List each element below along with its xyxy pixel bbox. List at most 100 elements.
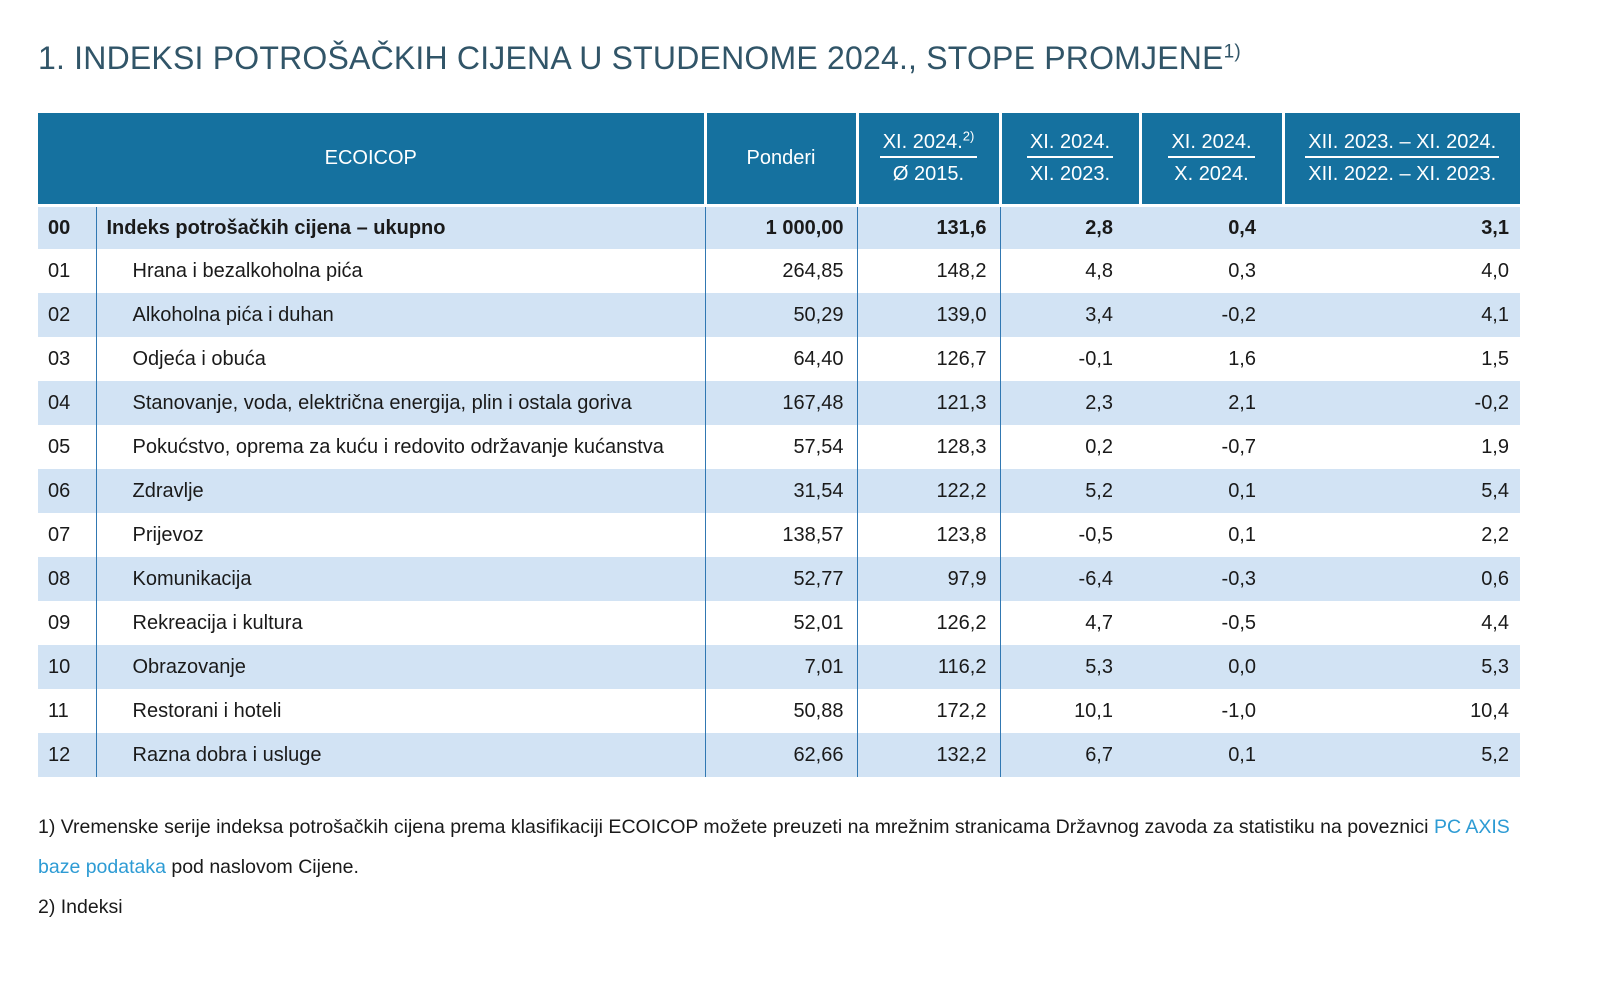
row-rate-period: 10,4 [1470, 700, 1509, 722]
row-index-2015: 139,0 [856, 293, 1000, 337]
table-row: 05 Pokućstvo, oprema za kuću i redovito … [38, 425, 1520, 469]
row-rate-mom: 0,1 [1228, 744, 1256, 766]
row-index-2015: 148,2 [856, 249, 1000, 293]
row-ponderi: 57,54 [704, 425, 857, 469]
row-rate-yoy: 3,4 [999, 293, 1140, 337]
row-ponderi: 138,57 [704, 513, 857, 557]
header-ponderi: Ponderi [703, 113, 857, 207]
row-code: 09 [48, 612, 71, 634]
row-rate-period: 1,5 [1481, 348, 1509, 370]
header-period-avg-denominator: XII. 2022. – XI. 2023. [1308, 163, 1497, 186]
row-rate-period: 3,1 [1481, 216, 1509, 239]
footnote-1: 1) Vremenske serije indeksa potrošačkih … [38, 807, 1538, 887]
row-rate-mom: 0,3 [1228, 260, 1256, 282]
table-row: 12 Razna dobra i usluge 62,66 132,2 6,7 … [38, 733, 1520, 777]
row-rate-mom: 0,0 [1228, 656, 1256, 678]
table-row: 11 Restorani i hoteli 50,88 172,2 10,1 -… [38, 689, 1520, 733]
row-rate-period: 0,6 [1481, 568, 1509, 590]
pc-axis-link[interactable]: PC AXIS baze podataka [38, 816, 1510, 878]
header-ecoicop: ECOICOP [38, 113, 705, 207]
page-title-footnote-marker: 1) [1223, 41, 1241, 63]
row-rate-mom: 0,1 [1228, 480, 1256, 502]
row-ponderi: 264,85 [704, 249, 857, 293]
table-row: 04 Stanovanje, voda, električna energija… [38, 381, 1520, 425]
header-mom-denominator: X. 2024. [1174, 163, 1249, 186]
footnote-1-tail: pod naslovom Cijene. [165, 856, 359, 878]
page: 1. INDEKSI POTROŠAČKIH CIJENA U STUDENOM… [38, 40, 1560, 927]
row-index-2015: 126,7 [856, 337, 1000, 381]
header-index-2015: XI. 2024.2) Ø 2015. [855, 113, 1000, 207]
header-yoy-denominator: XI. 2023. [1029, 163, 1111, 186]
header-index-2015-numerator: XI. 2024.2) [879, 130, 978, 159]
row-code: 08 [48, 568, 71, 590]
row-name: Stanovanje, voda, električna energija, p… [95, 381, 705, 425]
row-ponderi: 7,01 [704, 645, 857, 689]
row-name: Razna dobra i usluge [95, 733, 705, 777]
row-rate-mom: 1,6 [1228, 348, 1256, 370]
row-ponderi: 62,66 [704, 733, 857, 777]
row-rate-period: 5,3 [1481, 656, 1509, 678]
table-row: 09 Rekreacija i kultura 52,01 126,2 4,7 … [38, 601, 1520, 645]
row-rate-mom: -0,3 [1221, 568, 1256, 590]
header-yoy-numerator: XI. 2024. [1026, 132, 1114, 159]
row-code: 12 [48, 744, 71, 766]
table-row: 01 Hrana i bezalkoholna pića 264,85 148,… [38, 249, 1520, 293]
row-index-2015: 97,9 [856, 557, 1000, 601]
header-mom: XI. 2024. X. 2024. [1138, 113, 1283, 207]
row-code: 02 [48, 304, 71, 326]
row-index-2015: 123,8 [856, 513, 1000, 557]
row-code: 07 [48, 524, 71, 546]
row-name: Indeks potrošačkih cijena – ukupno [95, 205, 705, 249]
table-row: 08 Komunikacija 52,77 97,9 -6,4 -0,3 0,6 [38, 557, 1520, 601]
row-rate-mom: 0,1 [1228, 524, 1256, 546]
row-index-2015: 131,6 [856, 205, 1000, 249]
row-ponderi: 1 000,00 [704, 205, 857, 249]
row-name: Restorani i hoteli [95, 689, 705, 733]
row-ponderi: 50,29 [704, 293, 857, 337]
row-ponderi: 52,77 [704, 557, 857, 601]
table-body: 00 Indeks potrošačkih cijena – ukupno 1 … [38, 205, 1520, 777]
row-ponderi: 64,40 [704, 337, 857, 381]
row-ponderi: 31,54 [704, 469, 857, 513]
row-code: 11 [48, 700, 69, 722]
row-name: Hrana i bezalkoholna pića [95, 249, 705, 293]
row-rate-yoy: 10,1 [999, 689, 1140, 733]
row-name: Odjeća i obuća [95, 337, 705, 381]
row-rate-mom: 0,4 [1228, 216, 1256, 239]
row-code: 10 [48, 656, 71, 678]
row-rate-period: 4,1 [1481, 304, 1509, 326]
row-name: Prijevoz [95, 513, 705, 557]
row-ponderi: 52,01 [704, 601, 857, 645]
header-period-avg-numerator: XII. 2023. – XI. 2024. [1305, 132, 1500, 159]
row-rate-yoy: 5,3 [999, 645, 1140, 689]
row-name: Rekreacija i kultura [95, 601, 705, 645]
row-code: 06 [48, 480, 71, 502]
table-row: 03 Odjeća i obuća 64,40 126,7 -0,1 1,6 1… [38, 337, 1520, 381]
row-index-2015: 172,2 [856, 689, 1000, 733]
row-rate-yoy: 5,2 [999, 469, 1140, 513]
row-name: Zdravlje [95, 469, 705, 513]
header-yoy: XI. 2024. XI. 2023. [998, 113, 1140, 207]
row-index-2015: 132,2 [856, 733, 1000, 777]
table-row: 06 Zdravlje 31,54 122,2 5,2 0,1 5,4 [38, 469, 1520, 513]
row-rate-mom: -0,5 [1221, 612, 1256, 634]
row-index-2015: 122,2 [856, 469, 1000, 513]
row-rate-period: 4,4 [1481, 612, 1509, 634]
header-index-2015-denominator: Ø 2015. [892, 163, 965, 186]
row-rate-yoy: -0,1 [999, 337, 1140, 381]
page-title: 1. INDEKSI POTROŠAČKIH CIJENA U STUDENOM… [38, 40, 1560, 77]
row-rate-period: 1,9 [1481, 436, 1509, 458]
table-row-total: 00 Indeks potrošačkih cijena – ukupno 1 … [38, 205, 1520, 249]
row-code: 03 [48, 348, 71, 370]
row-ponderi: 50,88 [704, 689, 857, 733]
row-rate-period: 4,0 [1481, 260, 1509, 282]
row-rate-mom: 2,1 [1228, 392, 1256, 414]
header-period-avg: XII. 2023. – XI. 2024. XII. 2022. – XI. … [1281, 113, 1520, 207]
row-code: 05 [48, 436, 71, 458]
table-row: 07 Prijevoz 138,57 123,8 -0,5 0,1 2,2 [38, 513, 1520, 557]
row-rate-period: 2,2 [1481, 524, 1509, 546]
page-title-text: 1. INDEKSI POTROŠAČKIH CIJENA U STUDENOM… [38, 40, 1224, 76]
footnotes: 1) Vremenske serije indeksa potrošačkih … [38, 807, 1538, 927]
row-name: Alkoholna pića i duhan [95, 293, 705, 337]
cpi-table: ECOICOP Ponderi XI. 2024.2) Ø 2015. XI. … [38, 113, 1520, 777]
